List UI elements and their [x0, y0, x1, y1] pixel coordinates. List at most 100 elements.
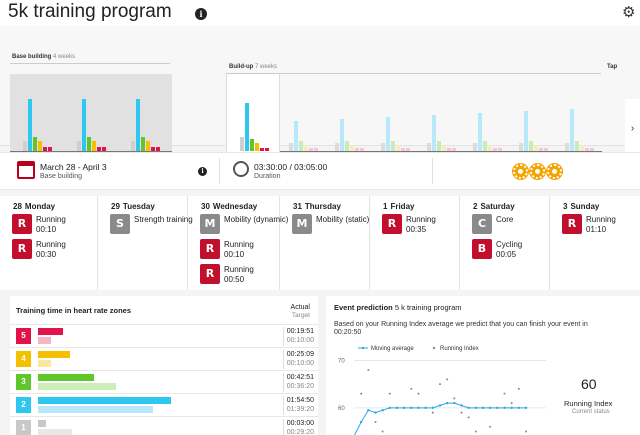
week-bar — [87, 137, 91, 151]
week-column[interactable] — [326, 74, 372, 157]
phase-line — [226, 73, 601, 74]
running-index-point — [489, 425, 492, 428]
running-icon: R — [200, 264, 220, 284]
week-bar — [483, 141, 487, 151]
week-column[interactable] — [556, 74, 602, 157]
week-bar — [565, 143, 569, 151]
day-header: 31 Thursday — [293, 202, 341, 211]
zone-row: 2 01:54:50 01:39:20 — [10, 393, 318, 416]
week-bar — [524, 111, 528, 151]
day-column: 30 Wednesday M Mobility (dynamic) R Running 00… — [188, 196, 288, 290]
day-name: Sunday — [570, 202, 600, 211]
week-bar — [575, 141, 579, 151]
week-column[interactable] — [418, 74, 464, 157]
running-index-point — [374, 421, 377, 424]
activity-item[interactable]: C Core — [472, 214, 548, 236]
week-bar — [396, 145, 400, 151]
activity-item[interactable]: R Running 00:35 — [382, 214, 458, 236]
app-header: 5k training program i ⚙ — [0, 0, 640, 26]
week-bar — [529, 141, 533, 151]
activity-item[interactable]: B Cycling 00:05 — [472, 239, 548, 261]
week-dates: March 28 - April 3 — [40, 162, 107, 172]
week-column[interactable] — [372, 74, 418, 157]
running-icon: R — [12, 214, 32, 234]
moving-average-point — [438, 404, 442, 407]
week-bar — [314, 148, 318, 151]
week-bar — [391, 141, 395, 151]
week-bar — [386, 117, 390, 151]
stopwatch-icon — [233, 161, 249, 177]
running-index-point — [439, 383, 441, 386]
week-bar — [519, 143, 523, 151]
activity-name: Strength training — [134, 215, 193, 224]
week-bar — [299, 141, 303, 151]
week-column[interactable] — [464, 74, 510, 157]
zone-actual-bar — [38, 328, 64, 335]
activity-item[interactable]: M Mobility (static) — [292, 214, 369, 236]
gear-icon[interactable]: ⚙ — [622, 3, 636, 21]
moving-average-point — [517, 406, 521, 410]
week-bar — [141, 137, 145, 151]
strength-icon: S — [110, 214, 130, 234]
target-header: Target — [291, 312, 310, 319]
week-bar — [427, 143, 431, 151]
week-bar — [478, 113, 482, 151]
divider — [283, 373, 284, 392]
day-column: 1 Friday R Running 00:35 — [370, 196, 460, 290]
running-index-point — [417, 392, 420, 395]
phase-line — [10, 63, 170, 64]
week-bar — [437, 141, 441, 151]
week-bar — [245, 103, 249, 151]
moving-average-point — [410, 406, 413, 410]
week-column[interactable] — [510, 74, 556, 157]
running-index-point — [517, 387, 520, 390]
week-column[interactable] — [280, 74, 326, 157]
activity-item[interactable]: R Running 00:50 — [200, 264, 278, 286]
week-bar — [43, 147, 47, 151]
zone-target-time: 00:10:00 — [286, 337, 314, 344]
moving-average-point — [503, 406, 506, 410]
activity-name: Core — [496, 215, 514, 224]
week-bar — [28, 99, 32, 151]
activity-item[interactable]: S Strength training — [110, 214, 193, 236]
info-icon[interactable]: i — [195, 8, 207, 20]
zone-number: 3 — [16, 374, 31, 390]
day-column: 3 Sunday R Running 01:10 — [550, 196, 640, 290]
week-column[interactable] — [118, 74, 172, 157]
week-bar — [92, 141, 96, 151]
week-column[interactable] — [64, 74, 118, 157]
activity-name: Running — [36, 240, 66, 249]
activity-item[interactable]: R Running 00:10 — [12, 214, 96, 236]
zone-number: 2 — [16, 397, 31, 413]
zones-title: Training time in heart rate zones — [16, 306, 132, 315]
divider — [432, 158, 433, 184]
zone-actual-time: 00:25:09 — [286, 351, 314, 358]
zone-target-time: 00:29:20 — [286, 429, 314, 435]
week-bar — [265, 148, 269, 151]
running-index-point — [424, 406, 427, 409]
running-index-point — [460, 411, 463, 414]
moving-average-point — [488, 406, 492, 410]
prediction-text: Based on your Running Index average we p… — [334, 321, 588, 328]
day-header: 3 Sunday — [563, 202, 599, 211]
day-column: 28 Monday R Running 00:10 R Running 00:30 — [0, 196, 98, 290]
activity-item[interactable]: R Running 01:10 — [562, 214, 638, 236]
week-column[interactable] — [226, 74, 280, 157]
badge-icon — [513, 164, 528, 179]
day-name: Thursday — [304, 202, 341, 211]
activity-item[interactable]: M Mobility (dynamic) — [200, 214, 288, 236]
running-index-point — [503, 392, 506, 395]
page-title: 5k training program — [8, 1, 172, 22]
week-column[interactable] — [10, 74, 64, 157]
legend-label: Moving average — [371, 346, 414, 352]
activity-item[interactable]: R Running 00:30 — [12, 239, 96, 261]
activity-item[interactable]: R Running 00:10 — [200, 239, 278, 261]
zone-target-bar — [38, 360, 51, 367]
scroll-right-icon[interactable]: › — [625, 99, 640, 157]
week-bar — [360, 148, 364, 151]
week-bar — [432, 115, 436, 151]
info-icon[interactable]: i — [198, 167, 207, 176]
day-column: 29 Tuesday S Strength training — [98, 196, 193, 290]
day-name: Saturday — [480, 202, 515, 211]
day-name: Monday — [24, 202, 56, 211]
